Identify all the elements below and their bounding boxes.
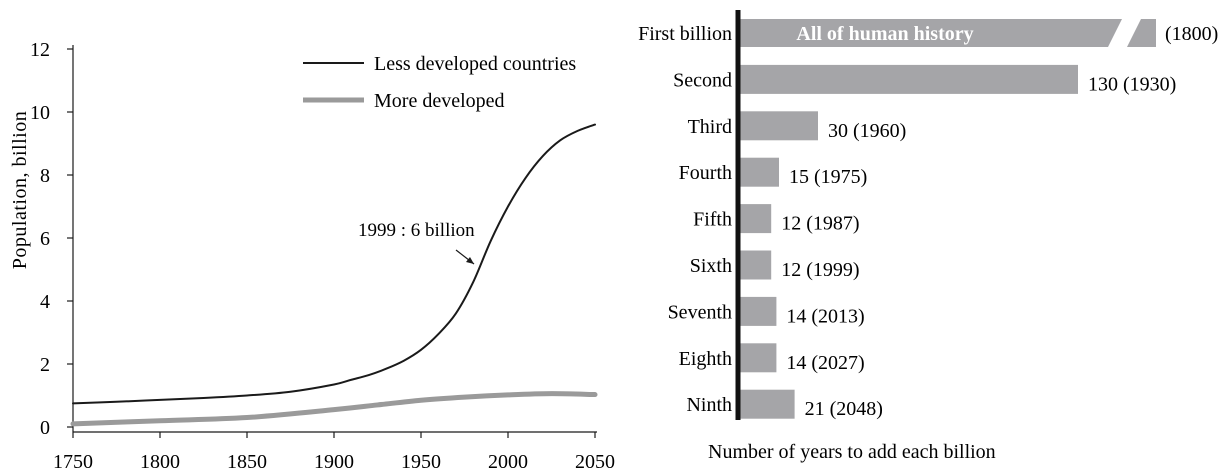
value-label: 12 (1987)	[781, 213, 859, 235]
category-label: Fourth	[679, 162, 732, 184]
category-label: Second	[673, 69, 732, 91]
y-axis-label: Population, billion	[9, 111, 31, 269]
bar-first-billion	[740, 19, 1122, 47]
bar	[740, 389, 795, 419]
bar	[740, 204, 772, 234]
bar-first-billion-break	[1127, 19, 1156, 47]
value-label: 14 (2013)	[786, 305, 864, 327]
value-label: 14 (2027)	[786, 352, 864, 374]
category-label: First billion	[638, 23, 732, 45]
value-label: 15 (1975)	[789, 166, 867, 188]
y-tick-label: 4	[40, 291, 50, 313]
category-label: Ninth	[686, 394, 732, 416]
bar	[740, 157, 779, 187]
y-tick-label: 8	[40, 165, 50, 187]
bar	[740, 250, 772, 280]
y-tick-label: 2	[40, 354, 50, 376]
legend-label-more-developed: More developed	[374, 90, 505, 112]
value-label: 21 (2048)	[805, 398, 883, 420]
legend-label-less-developed: Less developed countries	[374, 53, 576, 75]
category-label: Seventh	[668, 301, 732, 323]
bar-x-axis-label: Number of years to add each billion	[708, 441, 996, 463]
bar	[740, 296, 777, 326]
category-label: Third	[688, 116, 732, 138]
years-per-billion-bar-chart: First billion All of human history (1800) S…	[638, 10, 1218, 463]
annotation-arrow-head	[466, 257, 474, 264]
annotation-1999: 1999 : 6 billion	[358, 220, 475, 241]
y-tick-label: 12	[30, 39, 50, 61]
value-label: 30 (1960)	[828, 120, 906, 142]
bar-inner-label: All of human history	[796, 23, 973, 45]
category-label: Fifth	[693, 209, 732, 231]
y-tick-label: 6	[40, 228, 50, 250]
y-tick-label: 0	[40, 417, 50, 439]
population-line-chart: 1750 1800 1850 1900 1950 2000 2050 0 2 4 6 8 10 12 Po…	[9, 39, 615, 473]
x-tick-label: 1900	[314, 451, 354, 473]
y-tick-label: 10	[30, 102, 50, 124]
legend: Less developed countries More developed	[303, 53, 576, 112]
category-label: Eighth	[679, 348, 732, 370]
value-label: 130 (1930)	[1088, 73, 1176, 95]
x-tick-label: 2000	[488, 451, 528, 473]
bar	[740, 343, 777, 373]
x-tick-label: 1800	[140, 451, 180, 473]
bar	[740, 64, 1078, 94]
x-tick-label: 1950	[401, 451, 441, 473]
series-line-less-developed	[72, 123, 596, 405]
x-tick-label: 2050	[575, 451, 615, 473]
x-tick-label: 1750	[53, 451, 93, 473]
series-line-more-developed	[70, 391, 598, 427]
value-label: (1800)	[1165, 23, 1218, 45]
x-tick-label: 1850	[227, 451, 267, 473]
bar	[740, 111, 818, 141]
value-label: 12 (1999)	[781, 259, 859, 281]
category-label: Sixth	[690, 255, 732, 277]
